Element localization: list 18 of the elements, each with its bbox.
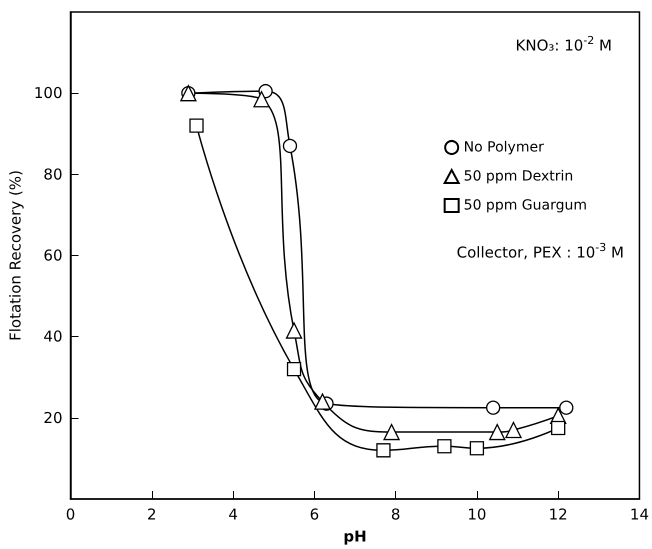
- x-tick-label: 4: [228, 506, 238, 524]
- legend-label: No Polymer: [464, 140, 544, 156]
- x-tick-label: 10: [467, 506, 486, 524]
- x-axis-title: pH: [343, 528, 367, 546]
- x-tick-label: 14: [630, 506, 650, 524]
- x-tick-label: 0: [66, 506, 76, 524]
- legend-label: 50 ppm Guargum: [464, 198, 588, 214]
- y-tick-label: 80: [43, 165, 63, 184]
- x-tick-label: 12: [548, 506, 568, 524]
- x-tick-label: 2: [147, 506, 157, 524]
- y-tick-label: 100: [34, 84, 63, 102]
- y-tick-label: 40: [43, 328, 63, 346]
- legend-label: 50 ppm Dextrin: [464, 168, 574, 184]
- y-tick-label: 60: [43, 246, 63, 264]
- x-tick-label: 6: [310, 506, 320, 524]
- y-tick-label: 20: [43, 408, 63, 427]
- y-axis-title: Flotation Recovery (%): [6, 170, 24, 341]
- x-tick-label: 8: [390, 506, 400, 524]
